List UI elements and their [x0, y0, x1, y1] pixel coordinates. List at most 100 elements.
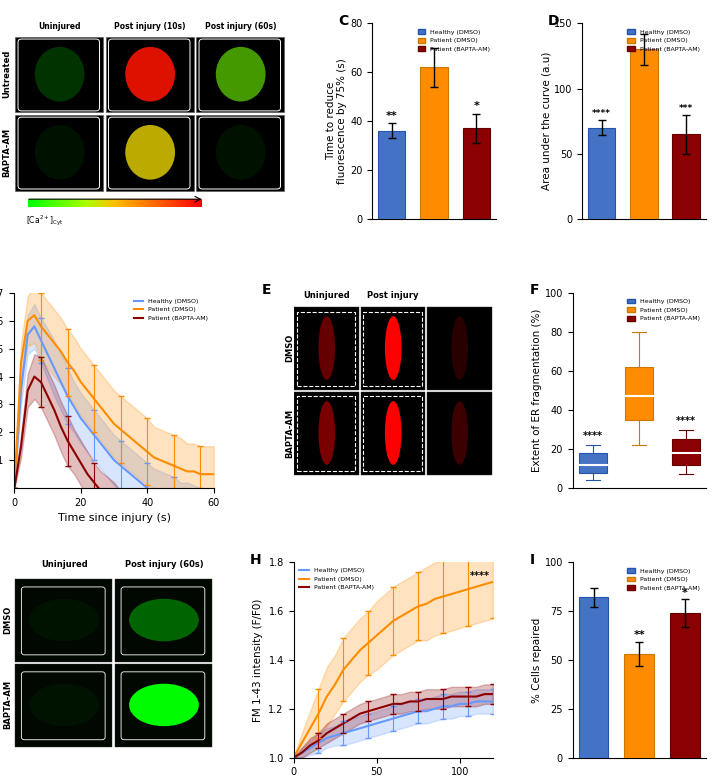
Bar [579, 453, 607, 473]
Bar [73, 199, 75, 207]
Ellipse shape [451, 401, 468, 465]
Bar [158, 199, 160, 207]
Bar [117, 199, 118, 207]
Bar [670, 613, 700, 758]
Bar [101, 199, 103, 207]
Bar [135, 199, 138, 207]
Bar [28, 199, 30, 207]
Bar [53, 199, 54, 207]
Bar [112, 199, 113, 207]
Bar [189, 199, 192, 207]
Ellipse shape [35, 125, 84, 180]
Bar [168, 199, 171, 207]
Bar [103, 199, 104, 207]
Bar [61, 199, 63, 207]
Legend: Healthy (DMSO), Patient (DMSO), Patient (BAPTA-AM): Healthy (DMSO), Patient (DMSO), Patient … [625, 296, 703, 324]
Bar [155, 199, 156, 207]
Bar [297, 312, 356, 387]
Bar [38, 199, 40, 207]
Bar [179, 199, 181, 207]
Bar [15, 115, 103, 191]
Text: DMSO: DMSO [285, 334, 294, 362]
Text: I: I [530, 553, 535, 566]
Bar [193, 199, 195, 207]
Bar [165, 199, 167, 207]
Ellipse shape [35, 47, 84, 102]
Bar [420, 67, 448, 219]
Bar [37, 199, 38, 207]
Bar [171, 199, 172, 207]
Bar [361, 307, 425, 390]
Bar [427, 392, 492, 475]
Bar [42, 199, 44, 207]
Text: E: E [261, 283, 271, 297]
Bar [71, 199, 73, 207]
Text: Post injury: Post injury [367, 291, 419, 300]
Bar [108, 199, 109, 207]
Bar [115, 580, 212, 662]
Bar [156, 199, 158, 207]
Bar [49, 199, 50, 207]
Ellipse shape [30, 683, 99, 726]
Bar [672, 439, 700, 465]
Bar [378, 131, 405, 219]
Bar [364, 397, 422, 471]
Bar [80, 199, 82, 207]
Ellipse shape [129, 599, 199, 641]
Legend: Healthy (DMSO), Patient (DMSO), Patient (BAPTA-AM): Healthy (DMSO), Patient (DMSO), Patient … [625, 565, 703, 594]
Y-axis label: FM 1-43 intensity (F/F0): FM 1-43 intensity (F/F0) [253, 598, 263, 722]
Bar [55, 199, 58, 207]
Text: Post injury (60s): Post injury (60s) [125, 560, 203, 569]
Bar [141, 199, 143, 207]
Ellipse shape [318, 401, 335, 465]
Ellipse shape [216, 125, 266, 180]
Bar [120, 199, 122, 207]
Bar [106, 115, 194, 191]
Text: H: H [250, 553, 261, 566]
Text: *: * [682, 587, 688, 597]
Ellipse shape [385, 316, 402, 380]
Bar [65, 199, 66, 207]
Text: Untreated: Untreated [3, 50, 12, 98]
Text: DMSO: DMSO [3, 606, 12, 634]
Bar [162, 199, 163, 207]
Bar [32, 199, 33, 207]
Bar [146, 199, 148, 207]
Ellipse shape [125, 125, 175, 180]
Bar [35, 199, 37, 207]
Bar [15, 580, 112, 662]
Bar [75, 199, 77, 207]
Ellipse shape [125, 47, 175, 102]
Bar [183, 199, 184, 207]
Bar [143, 199, 145, 207]
Bar [160, 199, 162, 207]
Bar [106, 37, 194, 112]
Bar [118, 199, 120, 207]
Legend: Healthy (DMSO), Patient (DMSO), Patient (BAPTA-AM): Healthy (DMSO), Patient (DMSO), Patient … [415, 27, 492, 55]
Bar [106, 199, 108, 207]
Bar [588, 127, 616, 219]
Bar [186, 199, 188, 207]
Bar [47, 199, 49, 207]
Bar [66, 199, 68, 207]
Legend: Healthy (DMSO), Patient (DMSO), Patient (BAPTA-AM): Healthy (DMSO), Patient (DMSO), Patient … [131, 296, 211, 323]
Text: ***: *** [679, 104, 693, 112]
Bar [624, 654, 654, 758]
Bar [579, 597, 608, 758]
Bar [44, 199, 45, 207]
Bar [30, 199, 32, 207]
Y-axis label: % Cells repaired: % Cells repaired [532, 617, 542, 703]
Bar [630, 49, 657, 219]
Bar [114, 199, 117, 207]
Bar [115, 664, 212, 747]
Y-axis label: Time to reduce
fluorescence by 75% (s): Time to reduce fluorescence by 75% (s) [326, 58, 348, 184]
Bar [188, 199, 189, 207]
Text: BAPTA-AM: BAPTA-AM [285, 408, 294, 458]
Bar [45, 199, 47, 207]
Bar [85, 199, 87, 207]
Bar [427, 307, 492, 390]
Y-axis label: Extent of ER fragmentation (%): Extent of ER fragmentation (%) [532, 308, 542, 473]
Ellipse shape [129, 683, 199, 726]
Legend: Healthy (DMSO), Patient (DMSO), Patient (BAPTA-AM): Healthy (DMSO), Patient (DMSO), Patient … [625, 27, 703, 55]
Bar [122, 199, 124, 207]
